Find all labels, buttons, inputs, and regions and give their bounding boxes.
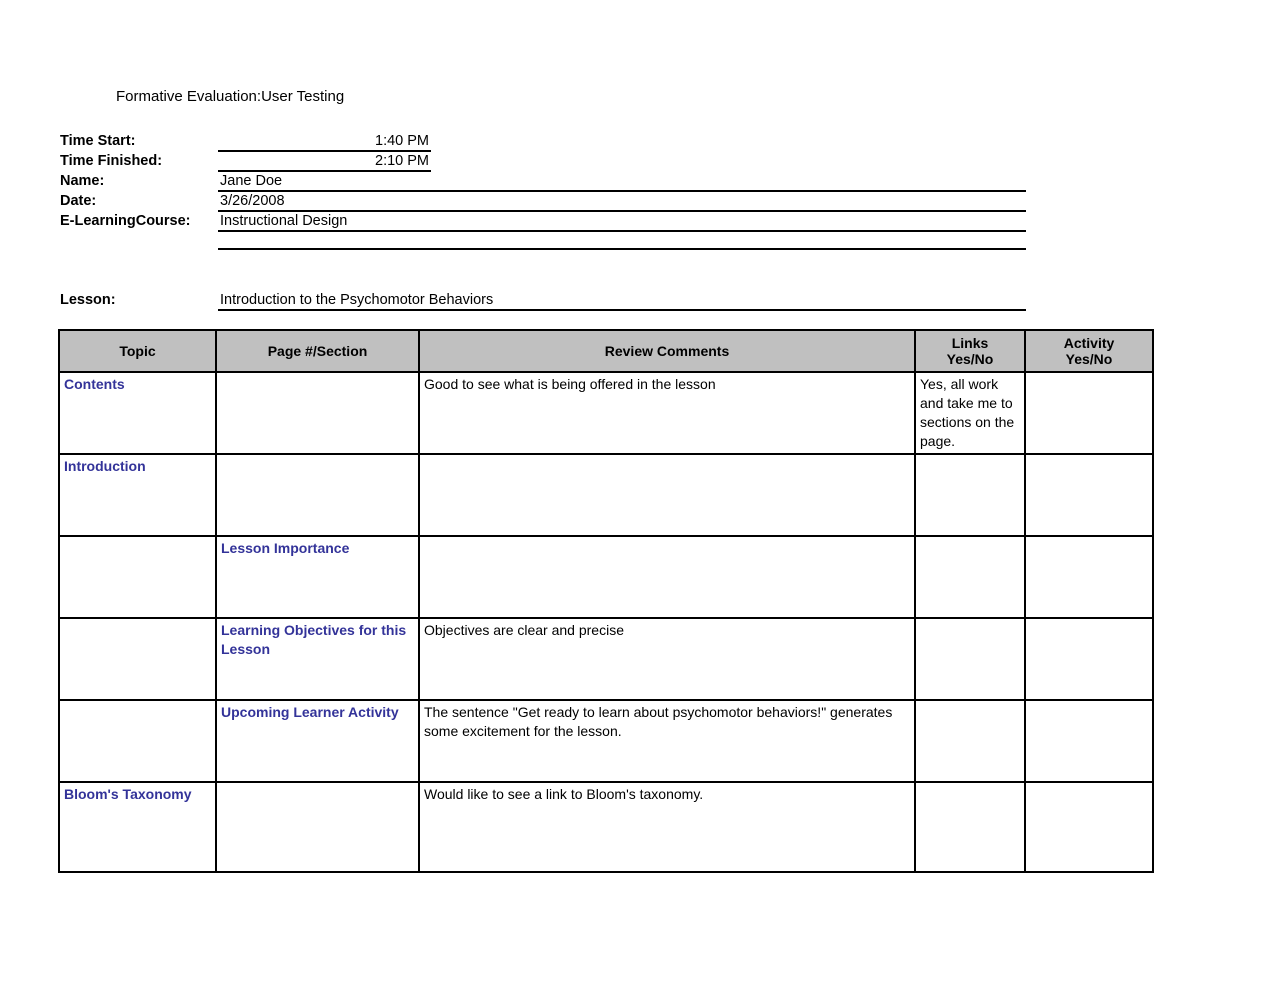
table-header-row: Topic Page #/Section Review Comments Lin…: [58, 329, 1154, 373]
cell-activity[interactable]: [1024, 535, 1154, 619]
name-label: Name:: [60, 173, 105, 189]
meta-row-time-finished: Time Finished: 2:10 PM: [60, 152, 1040, 172]
table-row: Lesson Importance: [58, 535, 1154, 619]
column-header-links: Links Yes/No: [914, 329, 1026, 373]
column-header-page-section: Page #/Section: [215, 329, 420, 373]
review-comments-table: Topic Page #/Section Review Comments Lin…: [58, 329, 1154, 873]
table-row: Introduction: [58, 453, 1154, 537]
date-value[interactable]: 3/26/2008: [218, 192, 1026, 212]
meta-row-time-start: Time Start: 1:40 PM: [60, 132, 1040, 152]
cell-links[interactable]: [914, 617, 1026, 701]
meta-row-name: Name: Jane Doe: [60, 172, 1040, 192]
cell-topic[interactable]: Contents: [58, 371, 217, 455]
cell-links[interactable]: [914, 781, 1026, 873]
column-header-activity: Activity Yes/No: [1024, 329, 1154, 373]
evaluation-meta-fields: Time Start: 1:40 PM Time Finished: 2:10 …: [60, 132, 1040, 232]
name-value[interactable]: Jane Doe: [218, 172, 1026, 192]
cell-page[interactable]: [215, 453, 420, 537]
time-start-value[interactable]: 1:40 PM: [218, 132, 431, 152]
cell-page[interactable]: Learning Objectives for this Lesson: [215, 617, 420, 701]
elearning-course-label: E-LearningCourse:: [60, 213, 191, 229]
lesson-value[interactable]: Introduction to the Psychomotor Behavior…: [218, 291, 1026, 311]
cell-comments[interactable]: [418, 453, 916, 537]
cell-links[interactable]: Yes, all work and take me to sections on…: [914, 371, 1026, 455]
time-finished-value[interactable]: 2:10 PM: [218, 152, 431, 172]
time-finished-label: Time Finished:: [60, 153, 163, 169]
page-title: Formative Evaluation:User Testing: [116, 88, 345, 105]
cell-topic[interactable]: Introduction: [58, 453, 217, 537]
table-row: Upcoming Learner Activity The sentence "…: [58, 699, 1154, 783]
time-start-label: Time Start:: [60, 133, 136, 149]
cell-page[interactable]: [215, 781, 420, 873]
table-row: Bloom's Taxonomy Would like to see a lin…: [58, 781, 1154, 873]
cell-topic[interactable]: [58, 617, 217, 701]
cell-activity[interactable]: [1024, 617, 1154, 701]
cell-comments[interactable]: The sentence "Get ready to learn about p…: [418, 699, 916, 783]
date-label: Date:: [60, 193, 97, 209]
column-header-review-comments: Review Comments: [418, 329, 916, 373]
column-header-links-line1: Links: [951, 335, 989, 351]
cell-topic[interactable]: [58, 699, 217, 783]
column-header-activity-line2: Yes/No: [1065, 351, 1113, 367]
cell-comments[interactable]: Objectives are clear and precise: [418, 617, 916, 701]
meta-trailing-rule: [218, 248, 1026, 250]
cell-activity[interactable]: [1024, 699, 1154, 783]
table-row: Learning Objectives for this Lesson Obje…: [58, 617, 1154, 701]
cell-comments[interactable]: Good to see what is being offered in the…: [418, 371, 916, 455]
cell-links[interactable]: [914, 699, 1026, 783]
meta-row-elearning-course: E-LearningCourse: Instructional Design: [60, 212, 1040, 232]
column-header-topic: Topic: [58, 329, 217, 373]
meta-row-date: Date: 3/26/2008: [60, 192, 1040, 212]
column-header-links-line2: Yes/No: [946, 351, 994, 367]
cell-links[interactable]: [914, 535, 1026, 619]
cell-activity[interactable]: [1024, 371, 1154, 455]
cell-activity[interactable]: [1024, 453, 1154, 537]
lesson-field: Lesson: Introduction to the Psychomotor …: [60, 291, 1040, 311]
cell-page[interactable]: Upcoming Learner Activity: [215, 699, 420, 783]
cell-topic[interactable]: Bloom's Taxonomy: [58, 781, 217, 873]
cell-topic[interactable]: [58, 535, 217, 619]
column-header-activity-line1: Activity: [1063, 335, 1115, 351]
cell-page[interactable]: Lesson Importance: [215, 535, 420, 619]
cell-activity[interactable]: [1024, 781, 1154, 873]
cell-comments[interactable]: [418, 535, 916, 619]
cell-page[interactable]: [215, 371, 420, 455]
cell-links[interactable]: [914, 453, 1026, 537]
elearning-course-value[interactable]: Instructional Design: [218, 212, 1026, 232]
lesson-label: Lesson:: [60, 292, 116, 308]
cell-comments[interactable]: Would like to see a link to Bloom's taxo…: [418, 781, 916, 873]
table-row: Contents Good to see what is being offer…: [58, 371, 1154, 455]
